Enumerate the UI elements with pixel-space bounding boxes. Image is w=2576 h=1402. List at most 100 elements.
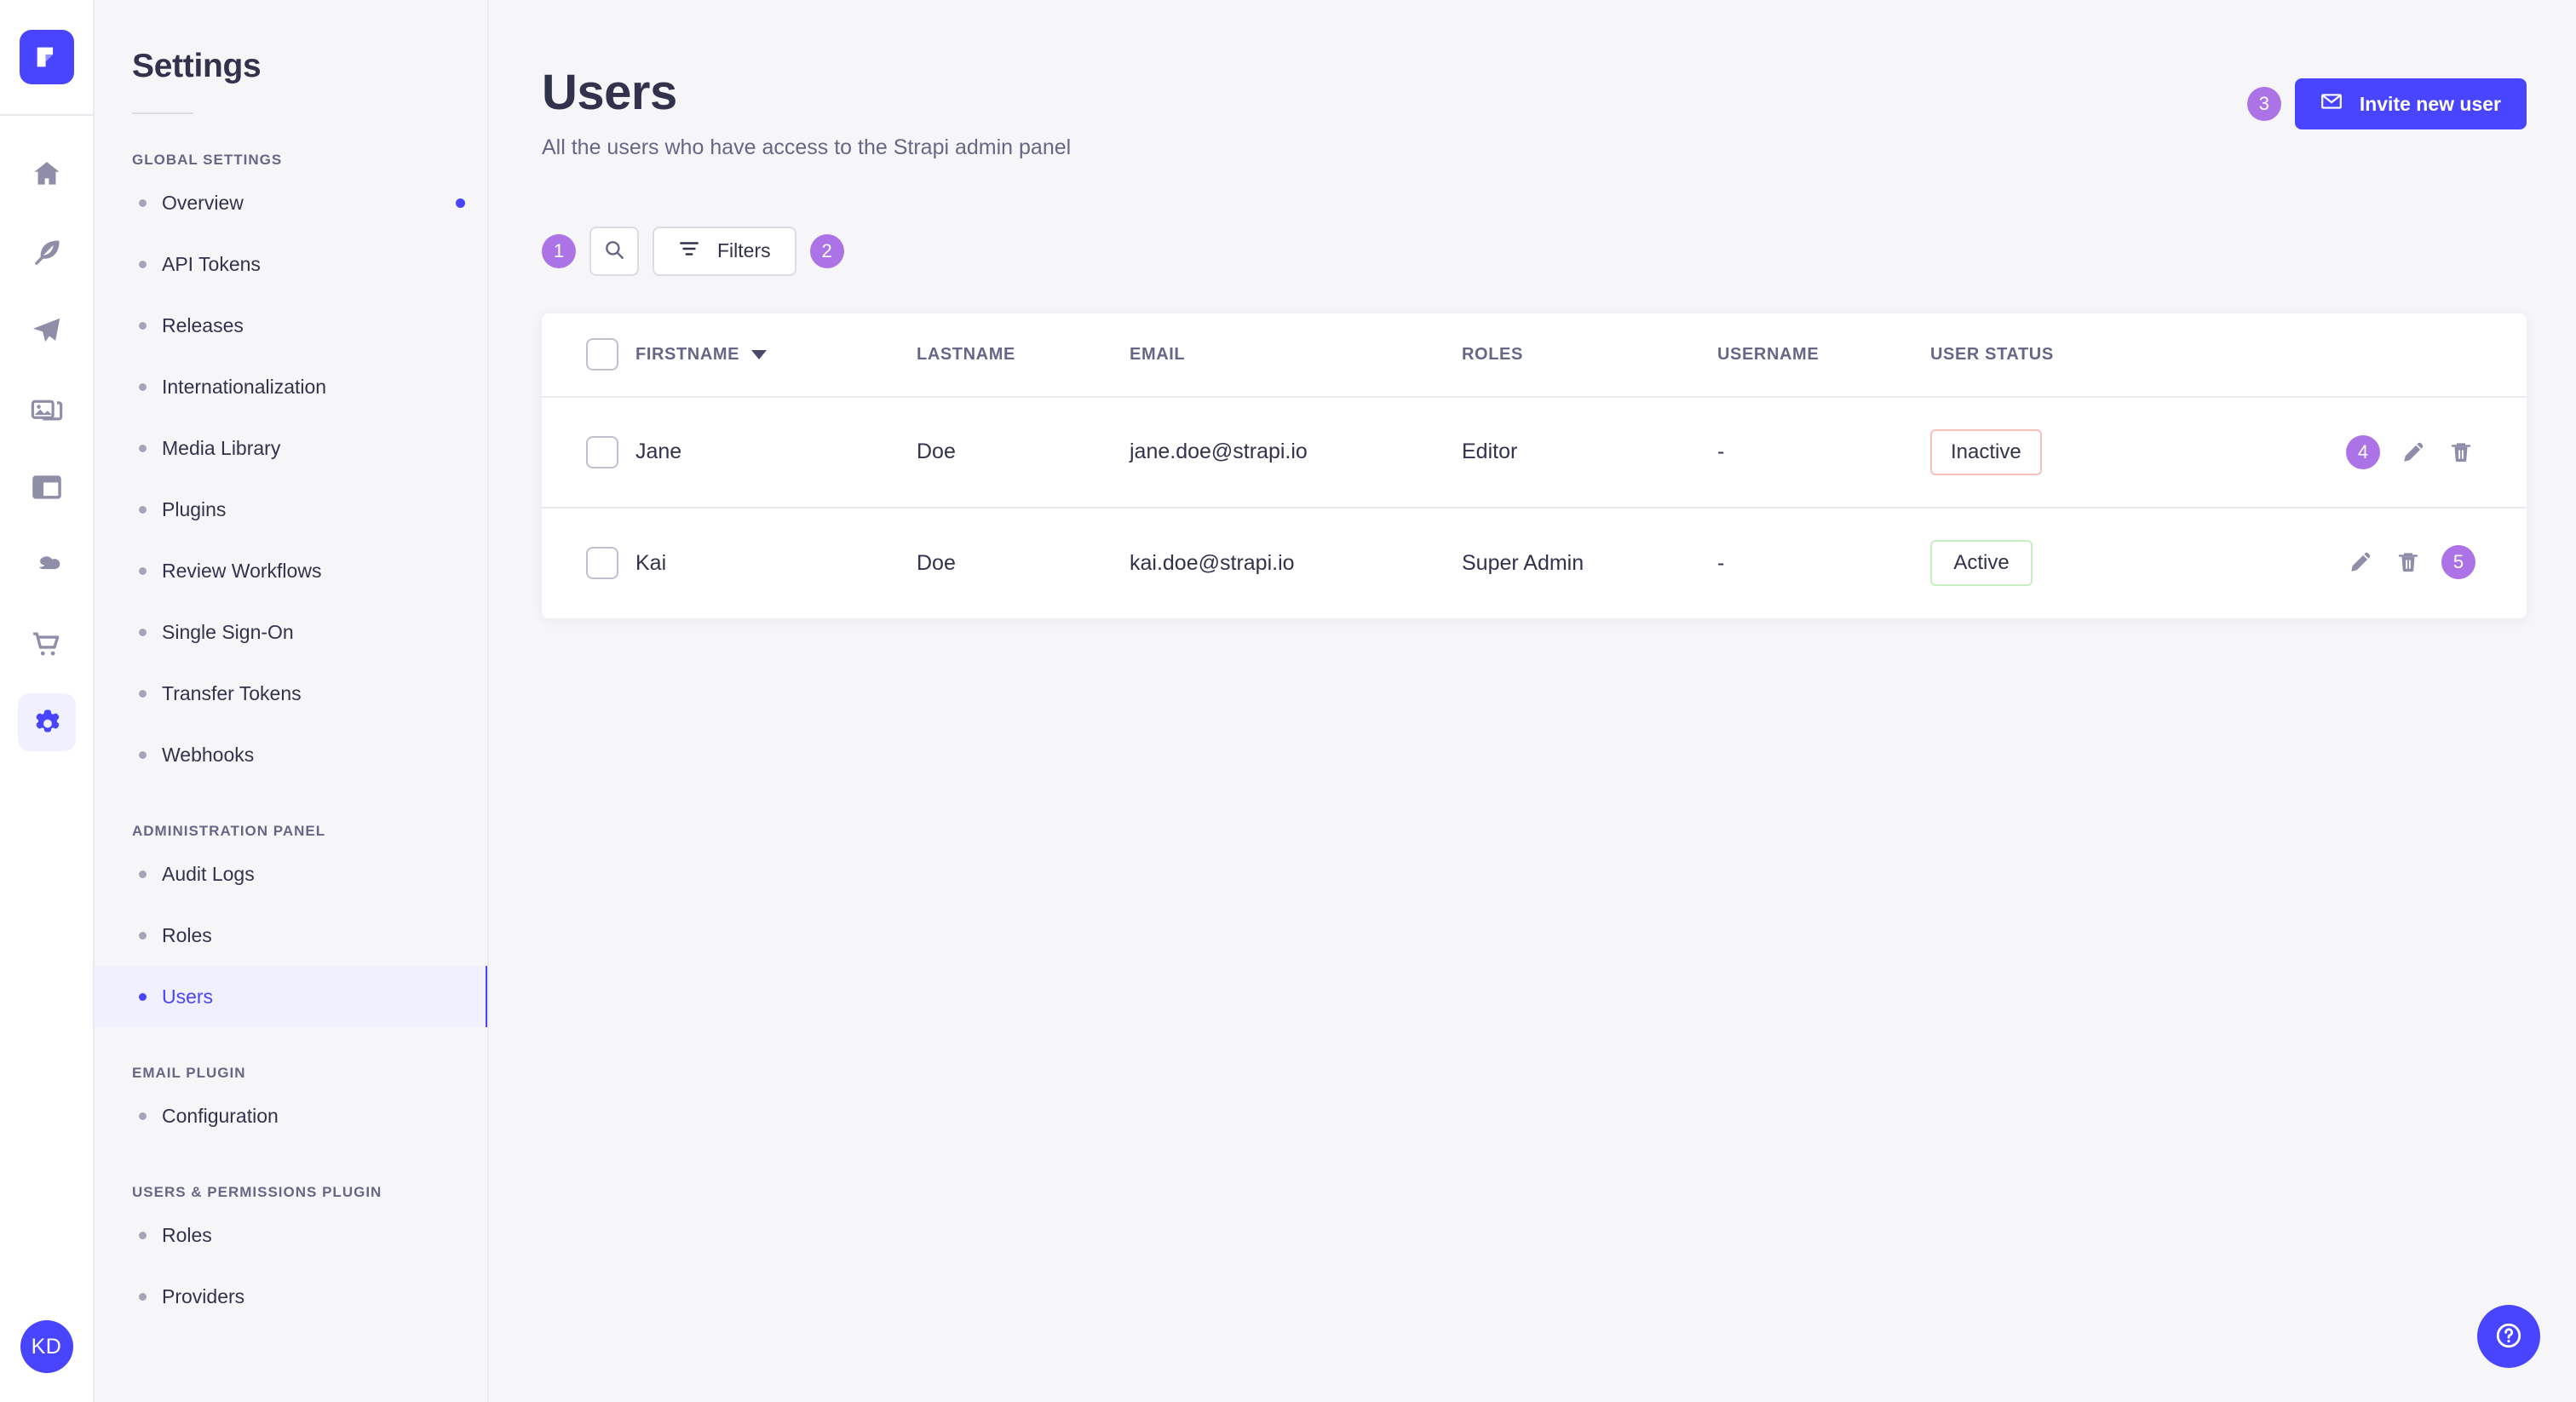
trash-icon[interactable] — [2447, 438, 2475, 467]
media-library-icon[interactable] — [18, 380, 76, 438]
column-header-email[interactable]: EMAIL — [1130, 313, 1462, 398]
cell-email: kai.doe@strapi.io — [1130, 550, 1295, 575]
sidebar-item-providers[interactable]: Providers — [95, 1266, 487, 1327]
sidebar-group-global-settings-label: GLOBAL SETTINGS — [132, 152, 283, 168]
table-header-row: FIRSTNAME LASTNAME EMAIL ROLES USERNAME … — [542, 313, 2527, 398]
sidebar-item-api-tokens[interactable]: API Tokens — [95, 233, 487, 295]
content-type-builder-icon[interactable] — [18, 458, 76, 516]
home-icon[interactable] — [18, 145, 76, 203]
pencil-icon[interactable] — [2399, 438, 2428, 467]
sidebar-item-label: Audit Logs — [162, 862, 255, 885]
cloud-icon[interactable] — [18, 537, 76, 595]
filters-button[interactable]: Filters — [653, 226, 796, 276]
sidebar-item-transfer-tokens[interactable]: Transfer Tokens — [95, 663, 487, 724]
bullet-icon — [139, 321, 147, 330]
envelope-icon — [2320, 90, 2343, 118]
cell-roles: Super Admin — [1462, 550, 1584, 575]
sidebar-item-label: Providers — [162, 1284, 245, 1307]
sidebar-item-audit-logs[interactable]: Audit Logs — [95, 843, 487, 905]
bullet-icon — [139, 505, 147, 514]
trash-icon[interactable] — [2394, 548, 2423, 577]
row-select-cell — [542, 508, 635, 618]
bullet-icon — [139, 628, 147, 636]
bullet-icon — [139, 750, 147, 759]
sidebar-item-users[interactable]: Users — [95, 966, 487, 1027]
select-all-checkbox[interactable] — [586, 338, 618, 371]
user-avatar-container: KD — [20, 1320, 73, 1402]
sidebar-item-media-library[interactable]: Media Library — [95, 417, 487, 479]
column-header-roles[interactable]: ROLES — [1462, 313, 1717, 398]
sidebar-item-label: Releases — [162, 313, 244, 336]
invite-new-user-label: Invite new user — [2359, 92, 2501, 115]
content-manager-feather-icon[interactable] — [18, 223, 76, 281]
sidebar-item-roles-admin[interactable]: Roles — [95, 905, 487, 966]
sidebar-item-label: Webhooks — [162, 743, 255, 766]
column-header-username[interactable]: USERNAME — [1717, 313, 1930, 398]
bullet-icon — [139, 444, 147, 452]
bullet-icon — [139, 566, 147, 575]
row-checkbox[interactable] — [586, 547, 618, 580]
status-badge: Inactive — [1930, 428, 2042, 475]
row-select-cell — [542, 396, 635, 509]
cell-row-actions: 4 — [2211, 396, 2527, 509]
bullet-icon — [139, 1112, 147, 1120]
cell-user-status: Inactive — [1930, 396, 2211, 509]
annotation-badge-2: 2 — [809, 233, 844, 268]
cell-lastname: Doe — [917, 550, 956, 575]
sidebar-item-releases[interactable]: Releases — [95, 295, 487, 356]
bullet-icon — [139, 198, 147, 207]
table-head: FIRSTNAME LASTNAME EMAIL ROLES USERNAME … — [542, 313, 2527, 398]
sidebar-item-review-workflows[interactable]: Review Workflows — [95, 540, 487, 601]
sidebar-item-label: Media Library — [162, 436, 281, 459]
table-row[interactable]: Kai Doe kai.doe@strapi.io Super Admin - … — [542, 508, 2527, 618]
page-header-actions: 3 Invite new user — [2246, 78, 2527, 129]
sidebar-group-users-permissions-label: USERS & PERMISSIONS PLUGIN — [132, 1184, 382, 1200]
sidebar-item-roles-users-permissions[interactable]: Roles — [95, 1204, 487, 1266]
avatar[interactable]: KD — [20, 1320, 73, 1373]
bullet-icon — [139, 382, 147, 391]
select-all-header — [542, 313, 635, 398]
sidebar-item-label: Internationalization — [162, 375, 327, 398]
row-checkbox[interactable] — [586, 435, 618, 468]
table-toolbar: 1 Filters — [542, 226, 2527, 276]
page-subtitle: All the users who have access to the Str… — [542, 135, 1072, 159]
sidebar-item-plugins[interactable]: Plugins — [95, 479, 487, 540]
bullet-icon — [139, 931, 147, 939]
sidebar-item-label: Plugins — [162, 497, 227, 520]
annotation-badge-4: 4 — [2346, 434, 2380, 469]
sidebar-item-webhooks[interactable]: Webhooks — [95, 724, 487, 785]
invite-new-user-button[interactable]: Invite new user — [2294, 78, 2527, 129]
sidebar-item-label: Overview — [162, 191, 244, 214]
sidebar-item-label: Review Workflows — [162, 559, 322, 582]
sidebar-item-label: Configuration — [162, 1104, 279, 1127]
sidebar-item-label: Roles — [162, 923, 212, 946]
table-row[interactable]: Jane Doe jane.doe@strapi.io Editor - Ina… — [542, 396, 2527, 509]
sidebar-item-overview[interactable]: Overview — [95, 172, 487, 233]
search-button[interactable] — [589, 226, 639, 276]
sidebar-item-configuration[interactable]: Configuration — [95, 1085, 487, 1146]
column-header-firstname[interactable]: FIRSTNAME — [635, 313, 917, 398]
pencil-icon[interactable] — [2346, 548, 2375, 577]
cell-lastname: Doe — [917, 396, 1130, 509]
strapi-logo-icon[interactable] — [19, 30, 74, 84]
brand-logo-container[interactable] — [0, 0, 93, 116]
column-header-lastname[interactable]: LASTNAME — [917, 313, 1130, 398]
settings-gear-icon[interactable] — [17, 693, 76, 751]
cell-row-actions: 5 — [2211, 508, 2527, 618]
sidebar-item-single-sign-on[interactable]: Single Sign-On — [95, 601, 487, 663]
help-button[interactable] — [2477, 1305, 2540, 1368]
sidebar-item-internationalization[interactable]: Internationalization — [95, 356, 487, 417]
column-header-user-status[interactable]: USER STATUS — [1930, 313, 2211, 398]
cell-firstname: Kai — [635, 550, 667, 575]
bullet-icon — [139, 870, 147, 878]
sidebar-item-label: Single Sign-On — [162, 620, 294, 643]
column-header-actions — [2211, 313, 2527, 398]
bullet-icon — [139, 689, 147, 698]
settings-sidebar: Settings GLOBAL SETTINGS Overview API To… — [95, 0, 489, 1402]
sidebar-group-email-plugin-label: EMAIL PLUGIN — [132, 1065, 246, 1081]
sidebar-item-label: Roles — [162, 1223, 212, 1246]
sidebar-group-administration-panel-label: ADMINISTRATION PANEL — [132, 823, 326, 839]
marketplace-cart-icon[interactable] — [18, 615, 76, 673]
plugin-paper-plane-icon[interactable] — [18, 302, 76, 359]
